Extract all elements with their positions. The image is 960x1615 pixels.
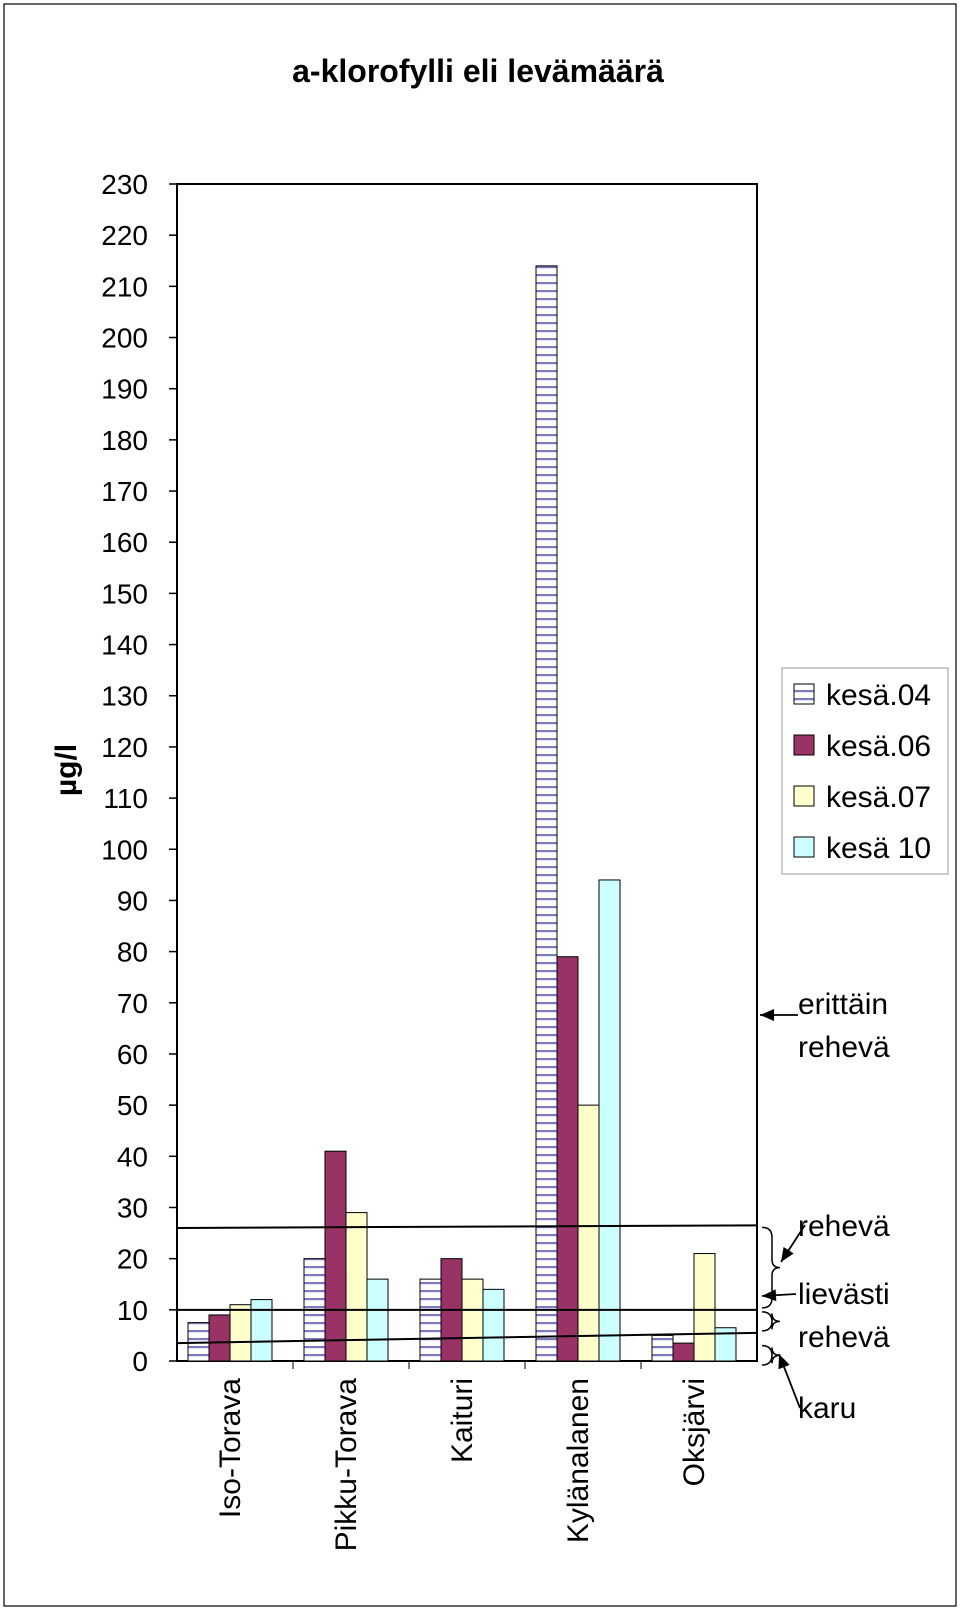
legend-label: kesä 10 xyxy=(826,832,931,865)
x-tick-label: Kylänalanen xyxy=(562,1378,595,1543)
y-tick-label: 180 xyxy=(101,425,148,456)
y-tick-label: 100 xyxy=(101,834,148,865)
y-tick-label: 220 xyxy=(101,220,148,251)
bar-kes-10-Kaituri xyxy=(482,1288,505,1362)
bar-kes-06-Kylänalanen xyxy=(556,956,579,1362)
y-tick-label: 30 xyxy=(117,1192,148,1223)
legend-swatch xyxy=(793,734,815,756)
y-tick-label: 70 xyxy=(117,988,148,1019)
y-tick-label: 170 xyxy=(101,476,148,507)
plot-area xyxy=(176,183,758,1362)
brace xyxy=(761,1226,781,1309)
y-axis: 0 10 20 30 40 50 60 70 80 90 100 110 120 130 140 150 160… xyxy=(101,169,177,1377)
y-tick-label: 130 xyxy=(101,681,148,712)
bar-kes-07-Pikku-Torava xyxy=(345,1212,368,1362)
arrow-head xyxy=(781,1246,794,1262)
y-tick-label: 150 xyxy=(101,578,148,609)
bar-kes-04-Kylänalanen xyxy=(535,265,558,1362)
bar-kes-06-Oksjärvi xyxy=(672,1342,695,1362)
y-tick-label: 20 xyxy=(117,1244,148,1275)
y-tick-label: 230 xyxy=(101,169,148,200)
y-tick-label: 50 xyxy=(117,1090,148,1121)
y-tick-label: 10 xyxy=(117,1295,148,1326)
y-axis-label: µg/l xyxy=(50,744,83,796)
annotation-text: karu xyxy=(798,1392,856,1425)
legend-swatch xyxy=(793,785,815,807)
legend-label: kesä.07 xyxy=(826,781,931,814)
bar-kes-10-Iso-Torava xyxy=(250,1299,273,1362)
annotation-text: lievästi xyxy=(798,1278,890,1311)
arrow-head xyxy=(762,1289,777,1302)
y-tick-label: 80 xyxy=(117,937,148,968)
x-tick-label: Kaituri xyxy=(446,1378,479,1463)
arrow-head xyxy=(778,1354,790,1370)
bar-kes-04-Oksjärvi xyxy=(651,1334,674,1362)
x-tick-label: Pikku-Torava xyxy=(330,1378,363,1552)
x-tick-label: Iso-Torava xyxy=(214,1378,247,1518)
y-tick-label: 60 xyxy=(117,1039,148,1070)
y-tick-label: 110 xyxy=(103,783,148,814)
bar-kes-07-Kylänalanen xyxy=(577,1104,600,1362)
brace xyxy=(761,1311,781,1332)
bar-kes-07-Oksjärvi xyxy=(693,1253,716,1362)
y-tick-label: 120 xyxy=(101,732,148,763)
bar-kes-07-Iso-Torava xyxy=(229,1304,252,1362)
annotation-text: rehevä xyxy=(798,1210,890,1243)
reference-line xyxy=(176,1224,758,1229)
reference-line xyxy=(176,1331,758,1345)
annotations: erittäin rehevä rehevä lievästi rehevä karu xyxy=(760,988,890,1425)
bar-kes-10-Kylänalanen xyxy=(598,879,621,1362)
brace xyxy=(761,1344,781,1366)
y-tick-label: 90 xyxy=(117,885,148,916)
bar-kes-07-Kaituri xyxy=(461,1278,484,1362)
reference-lines xyxy=(176,1224,758,1345)
y-tick-label: 210 xyxy=(101,271,148,302)
y-tick-label: 200 xyxy=(101,323,148,354)
bar-kes-10-Oksjärvi xyxy=(714,1327,737,1362)
y-tick-label: 190 xyxy=(101,374,148,405)
y-tick-label: 140 xyxy=(101,630,148,661)
x-axis: Iso-Torava Pikku-Torava Kaituri Kylänalanen… xyxy=(214,1361,711,1551)
x-tick-label: Oksjärvi xyxy=(678,1378,711,1486)
arrow-head xyxy=(760,1009,774,1021)
annotation-text: rehevä xyxy=(798,1031,890,1064)
bar-kes-04-Kaituri xyxy=(419,1278,442,1362)
bar-kes-10-Pikku-Torava xyxy=(366,1278,389,1362)
bar-kes-06-Iso-Torava xyxy=(208,1314,231,1362)
outer-border xyxy=(3,3,957,1607)
legend-label: kesä.04 xyxy=(826,679,931,712)
y-tick-label: 160 xyxy=(101,527,148,558)
bar-kes-06-Pikku-Torava xyxy=(324,1150,347,1362)
y-tick-label: 0 xyxy=(132,1346,148,1377)
legend: kesä.04 kesä.06 kesä.07 kesä 10 xyxy=(781,667,949,875)
legend-label: kesä.06 xyxy=(826,730,931,763)
annotation-text: erittäin xyxy=(798,988,888,1021)
legend-swatch xyxy=(793,836,815,858)
bars-group xyxy=(187,265,737,1362)
chart-title: a-klorofylli eli levämäärä xyxy=(292,53,664,89)
annotation-text: rehevä xyxy=(798,1321,890,1354)
y-tick-label: 40 xyxy=(117,1141,148,1172)
legend-swatch xyxy=(793,683,815,705)
